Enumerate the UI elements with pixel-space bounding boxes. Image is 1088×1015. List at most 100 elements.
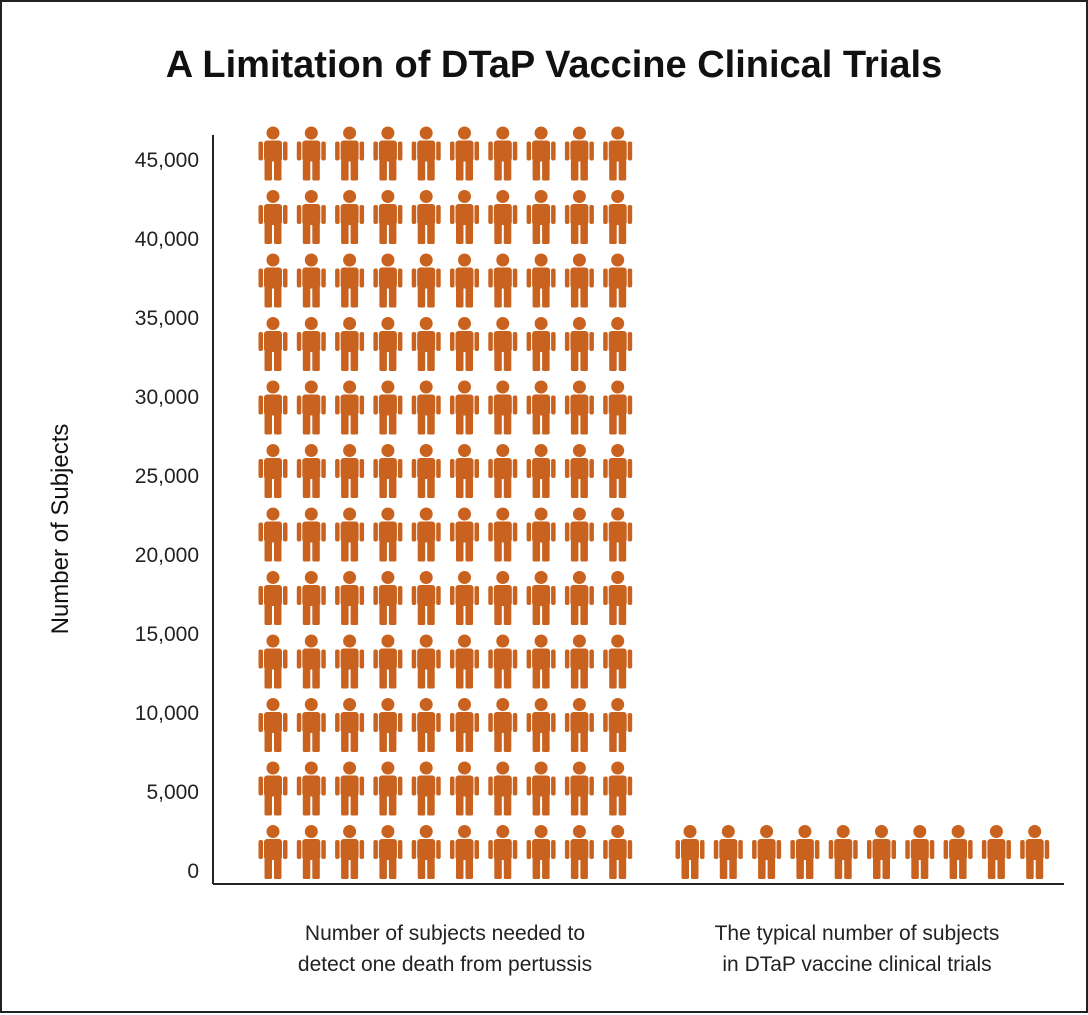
y-tick-label: 35,000	[135, 307, 199, 330]
person-icon	[564, 380, 594, 435]
person-icon	[603, 571, 633, 625]
person-icon	[603, 190, 633, 244]
person-icon	[296, 634, 326, 689]
person-icon	[603, 317, 633, 371]
person-icon	[450, 825, 479, 879]
person-icon	[258, 825, 288, 879]
person-icon	[790, 825, 820, 879]
person-icon	[526, 825, 556, 879]
person-icon	[526, 634, 556, 689]
person-icon	[335, 380, 365, 435]
y-tick-label: 30,000	[135, 386, 199, 409]
person-icon	[373, 126, 403, 181]
person-icon	[564, 444, 594, 498]
person-icon	[373, 761, 403, 816]
person-icon	[526, 571, 556, 625]
person-icon	[603, 380, 633, 435]
category-label-1: Number of subjects needed to detect one d…	[298, 922, 592, 976]
person-icon	[675, 825, 705, 879]
person-icon	[564, 507, 594, 562]
person-icon	[335, 444, 365, 498]
person-icon	[335, 507, 365, 562]
person-icon	[411, 380, 441, 435]
person-icon	[450, 190, 479, 244]
person-icon	[411, 126, 441, 181]
person-icon	[564, 571, 594, 625]
y-tick-label: 25,000	[135, 465, 199, 488]
person-icon	[450, 634, 479, 689]
person-icon	[450, 761, 479, 816]
person-icon	[411, 507, 441, 562]
person-icon	[564, 253, 594, 308]
y-tick-label: 5,000	[146, 781, 199, 804]
person-icon	[335, 190, 365, 244]
person-icon	[296, 825, 326, 879]
category-2-icons	[675, 825, 1050, 879]
person-icon	[450, 698, 479, 752]
person-icon	[373, 380, 403, 435]
person-icon	[564, 317, 594, 371]
person-icon	[603, 825, 633, 879]
person-icon	[603, 444, 633, 498]
person-icon	[296, 761, 326, 816]
person-icon	[526, 126, 556, 181]
person-icon	[296, 380, 326, 435]
person-icon	[603, 126, 633, 181]
person-icon	[603, 698, 633, 752]
person-icon	[373, 444, 403, 498]
person-icon	[258, 190, 288, 244]
person-icon	[905, 825, 935, 879]
person-icon	[564, 126, 594, 181]
person-icon	[564, 190, 594, 244]
person-icon	[1020, 825, 1050, 879]
person-icon	[526, 317, 556, 371]
person-icon	[258, 380, 288, 435]
person-icon	[411, 317, 441, 371]
person-icon	[488, 380, 518, 435]
person-icon	[411, 571, 441, 625]
person-icon	[943, 825, 973, 879]
person-icon	[488, 571, 518, 625]
person-icon	[526, 761, 556, 816]
person-icon	[373, 825, 403, 879]
y-axis-label: Number of Subjects	[47, 424, 74, 635]
person-icon	[373, 507, 403, 562]
person-icon	[258, 761, 288, 816]
person-icon	[526, 444, 556, 498]
person-icon	[526, 190, 556, 244]
person-icon	[981, 825, 1011, 879]
person-icon	[373, 634, 403, 689]
person-icon	[603, 634, 633, 689]
y-tick-label: 0	[187, 860, 199, 883]
person-icon	[488, 761, 518, 816]
person-icon	[450, 253, 479, 308]
person-icon	[296, 698, 326, 752]
person-icon	[335, 253, 365, 308]
y-tick-label: 10,000	[135, 702, 199, 725]
person-icon	[450, 507, 479, 562]
person-icon	[450, 571, 479, 625]
chart-title: A Limitation of DTaP Vaccine Clinical Tr…	[166, 44, 942, 86]
person-icon	[488, 698, 518, 752]
person-icon	[564, 825, 594, 879]
person-icon	[488, 317, 518, 371]
person-icon	[526, 507, 556, 562]
person-icon	[526, 253, 556, 308]
person-icon	[488, 126, 518, 181]
person-icon	[488, 825, 518, 879]
person-icon	[373, 253, 403, 308]
person-icon	[564, 634, 594, 689]
person-icon	[564, 698, 594, 752]
person-icon	[450, 444, 479, 498]
person-icon	[335, 634, 365, 689]
person-icon	[258, 317, 288, 371]
person-icon	[258, 698, 288, 752]
y-axis-ticks: 0 5,000 10,000 15,000 20,000 25,000 30,000 35,0…	[135, 149, 199, 883]
y-tick-label: 45,000	[135, 149, 199, 172]
category-labels: Number of subjects needed to detect one d…	[298, 922, 999, 976]
person-icon	[603, 507, 633, 562]
person-icon	[335, 698, 365, 752]
person-icon	[411, 761, 441, 816]
person-icon	[258, 507, 288, 562]
